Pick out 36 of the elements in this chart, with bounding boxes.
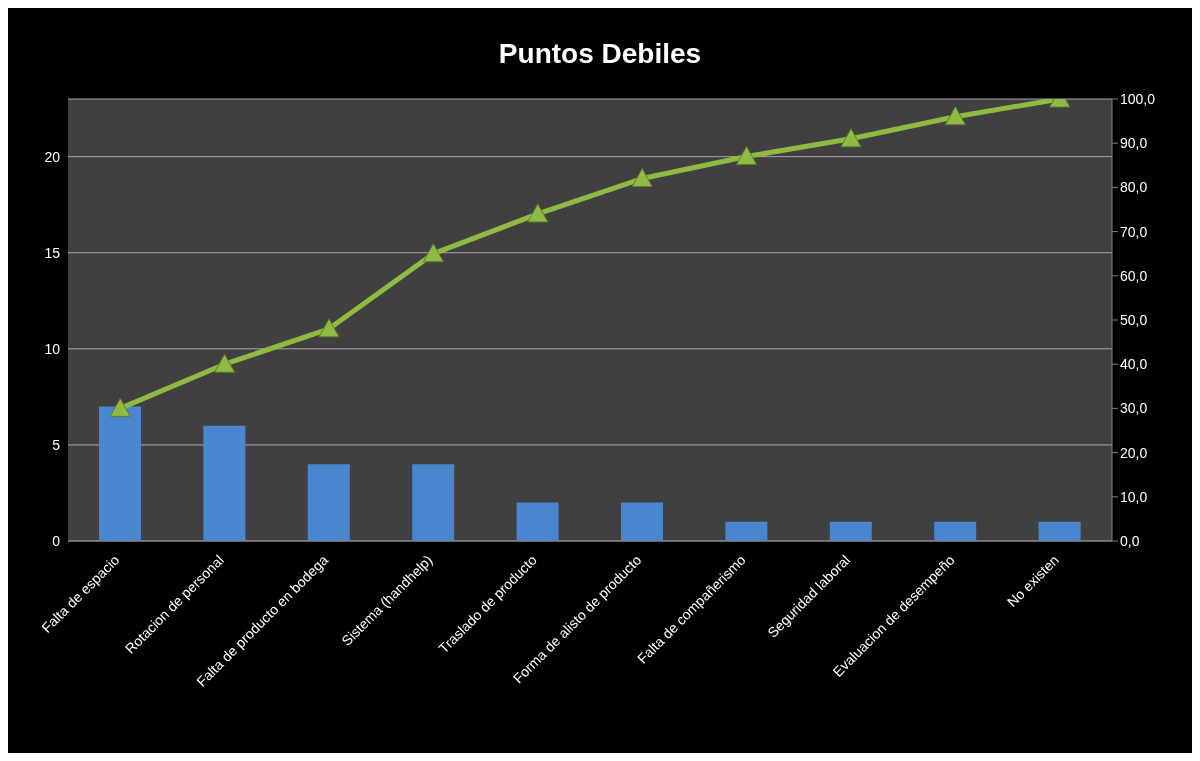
chart-title: Puntos Debiles — [497, 38, 703, 70]
y2-tick-label: 40,0 — [1120, 356, 1148, 373]
bar — [516, 502, 559, 541]
point — [422, 243, 444, 263]
bar — [725, 521, 768, 541]
y-tick-label: 20 — [44, 148, 61, 165]
bar — [621, 502, 663, 541]
point — [631, 168, 653, 188]
bar — [99, 406, 141, 541]
point — [527, 203, 549, 223]
bar — [1038, 521, 1081, 541]
point — [736, 145, 758, 165]
y2-tick-label: 30,0 — [1120, 400, 1148, 417]
bar — [412, 464, 455, 541]
point — [318, 318, 340, 338]
bar — [203, 425, 246, 541]
y2-tick-label: 50,0 — [1120, 311, 1148, 328]
y-tick-label: 15 — [44, 244, 61, 261]
bar — [829, 521, 872, 541]
point — [944, 106, 966, 126]
bar — [307, 464, 350, 541]
y2-tick-label: 10,0 — [1120, 488, 1148, 505]
y-tick-label: 5 — [52, 436, 61, 453]
y-tick-label: 10 — [44, 340, 61, 357]
point — [214, 353, 236, 373]
y2-tick-label: 20,0 — [1120, 444, 1148, 461]
bar — [934, 521, 977, 541]
y2-tick-label: 60,0 — [1120, 267, 1148, 284]
y2-tick-label: 0,0 — [1120, 532, 1140, 549]
y2-tick-label: 90,0 — [1120, 135, 1148, 152]
y2-tick-label: 80,0 — [1120, 179, 1148, 196]
point — [840, 128, 862, 148]
y2-tick-label: 100,0 — [1120, 90, 1156, 107]
y2-tick-label: 70,0 — [1120, 223, 1148, 240]
point — [109, 397, 131, 417]
y-tick-label: 0 — [52, 532, 61, 549]
